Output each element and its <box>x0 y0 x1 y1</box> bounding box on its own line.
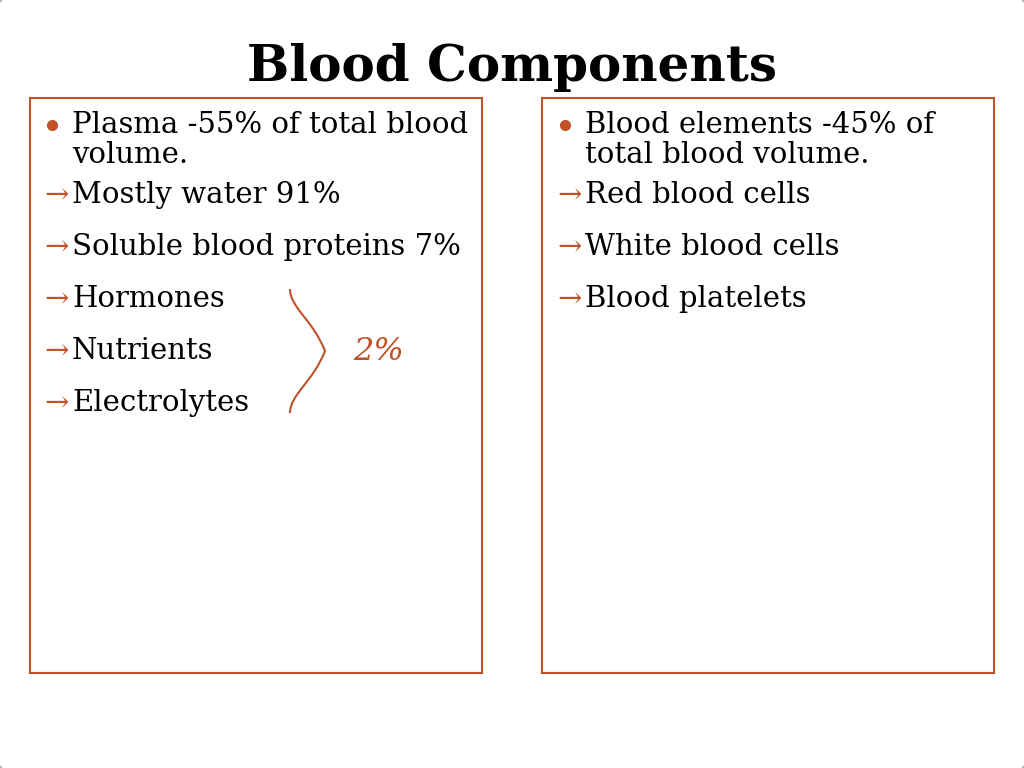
Text: Blood elements -45% of: Blood elements -45% of <box>585 111 934 139</box>
Bar <box>30 98 482 673</box>
Text: total blood volume.: total blood volume. <box>585 141 869 169</box>
Text: →: → <box>44 285 69 313</box>
Text: Mostly water 91%: Mostly water 91% <box>72 181 341 209</box>
Text: →: → <box>557 233 582 261</box>
Text: Nutrients: Nutrients <box>72 337 213 365</box>
Bar <box>542 98 994 673</box>
Text: →: → <box>44 233 69 261</box>
Text: Soluble blood proteins 7%: Soluble blood proteins 7% <box>72 233 461 261</box>
Text: Plasma -55% of total blood: Plasma -55% of total blood <box>72 111 468 139</box>
Text: →: → <box>557 181 582 209</box>
Text: →: → <box>44 389 69 417</box>
Text: →: → <box>44 181 69 209</box>
Text: volume.: volume. <box>72 141 188 169</box>
Text: Blood platelets: Blood platelets <box>585 285 807 313</box>
Text: Hormones: Hormones <box>72 285 224 313</box>
Text: →: → <box>44 337 69 365</box>
Text: Red blood cells: Red blood cells <box>585 181 811 209</box>
Text: 2%: 2% <box>353 336 403 366</box>
Text: →: → <box>557 285 582 313</box>
Text: White blood cells: White blood cells <box>585 233 840 261</box>
Text: Electrolytes: Electrolytes <box>72 389 249 417</box>
Text: Blood Components: Blood Components <box>247 44 777 92</box>
